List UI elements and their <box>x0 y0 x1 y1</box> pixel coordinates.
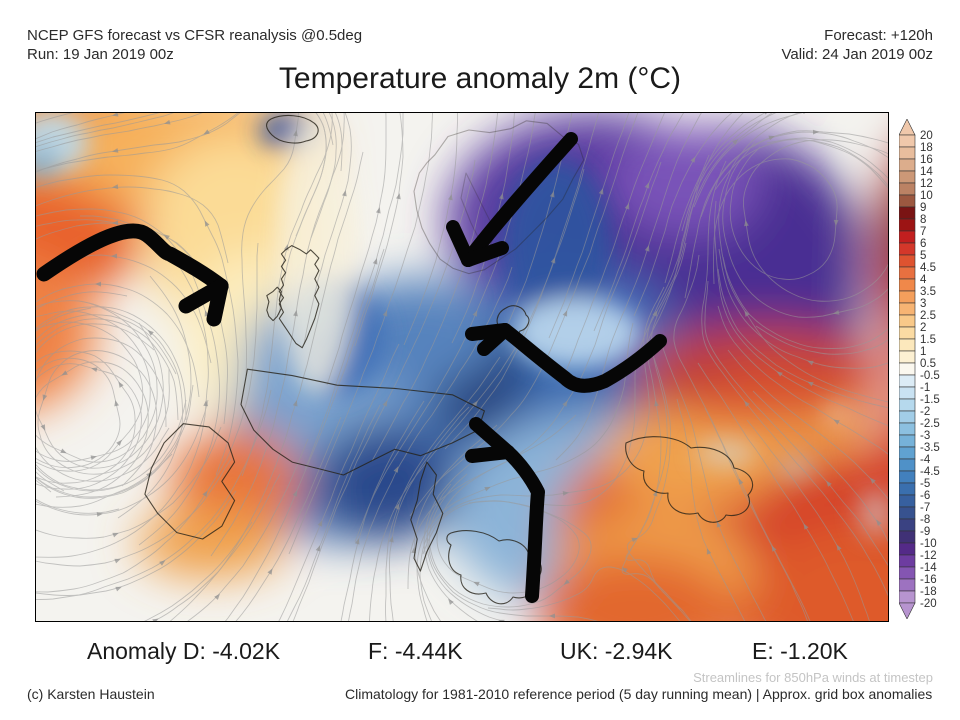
svg-text:16: 16 <box>920 154 933 166</box>
svg-text:3.5: 3.5 <box>920 286 936 298</box>
svg-text:20: 20 <box>920 130 933 142</box>
svg-text:-2.5: -2.5 <box>920 418 940 430</box>
svg-text:-12: -12 <box>920 550 937 562</box>
svg-text:8: 8 <box>920 214 926 226</box>
svg-text:2.5: 2.5 <box>920 310 936 322</box>
svg-text:-14: -14 <box>920 562 937 574</box>
svg-text:9: 9 <box>920 202 926 214</box>
svg-text:-1.5: -1.5 <box>920 394 940 406</box>
svg-text:-4.5: -4.5 <box>920 466 940 478</box>
svg-text:14: 14 <box>920 166 933 178</box>
svg-text:1.5: 1.5 <box>920 334 936 346</box>
svg-text:-9: -9 <box>920 526 930 538</box>
svg-text:0.5: 0.5 <box>920 358 936 370</box>
svg-text:-16: -16 <box>920 574 937 586</box>
svg-text:-5: -5 <box>920 478 930 490</box>
svg-text:12: 12 <box>920 178 933 190</box>
svg-text:-2: -2 <box>920 406 930 418</box>
svg-text:-0.5: -0.5 <box>920 370 940 382</box>
svg-text:4.5: 4.5 <box>920 262 936 274</box>
svg-text:2: 2 <box>920 322 926 334</box>
svg-text:4: 4 <box>920 274 927 286</box>
svg-text:5: 5 <box>920 250 926 262</box>
svg-text:3: 3 <box>920 298 926 310</box>
svg-text:-20: -20 <box>920 598 937 610</box>
svg-text:-8: -8 <box>920 514 930 526</box>
svg-text:-3.5: -3.5 <box>920 442 940 454</box>
svg-text:18: 18 <box>920 142 933 154</box>
svg-text:-3: -3 <box>920 430 930 442</box>
svg-text:10: 10 <box>920 190 933 202</box>
svg-text:-18: -18 <box>920 586 937 598</box>
svg-text:7: 7 <box>920 226 926 238</box>
svg-text:-4: -4 <box>920 454 931 466</box>
svg-text:-1: -1 <box>920 382 930 394</box>
svg-text:-7: -7 <box>920 502 930 514</box>
svg-text:-6: -6 <box>920 490 930 502</box>
svg-text:6: 6 <box>920 238 926 250</box>
svg-text:-10: -10 <box>920 538 937 550</box>
svg-text:1: 1 <box>920 346 926 358</box>
